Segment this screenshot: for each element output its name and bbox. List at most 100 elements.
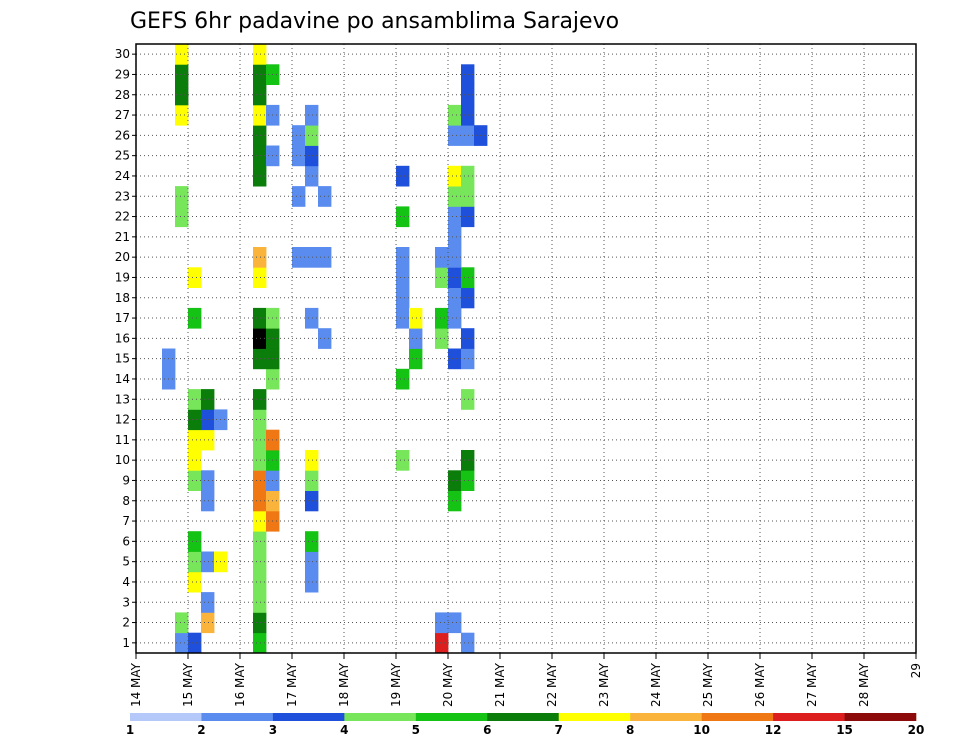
heat-cell	[461, 104, 475, 126]
heat-cell	[435, 632, 449, 654]
y-tick-label: 13	[115, 392, 130, 406]
heat-cell	[396, 206, 410, 228]
heat-cell	[253, 104, 267, 126]
y-tick-label: 4	[122, 575, 130, 589]
heat-cell	[253, 44, 267, 65]
heat-cell	[396, 287, 410, 309]
y-tick-label: 24	[115, 169, 130, 183]
heat-cell	[201, 551, 215, 573]
y-tick-label: 6	[122, 534, 130, 548]
heat-cell	[201, 409, 215, 431]
heat-cell	[305, 490, 319, 512]
heat-cell	[461, 287, 475, 309]
colorbar-segment	[558, 713, 631, 721]
y-tick-label: 27	[115, 108, 130, 122]
heat-cell	[253, 165, 267, 187]
heat-cell	[435, 328, 449, 349]
heat-cell	[253, 571, 267, 593]
heat-cell	[188, 409, 202, 431]
heat-cell	[305, 247, 319, 268]
heat-cell	[461, 348, 475, 370]
y-tick-label: 20	[115, 250, 130, 264]
heat-cell	[253, 490, 267, 512]
heat-cell	[253, 551, 267, 573]
heat-cell	[396, 307, 410, 329]
heat-cell	[201, 592, 215, 613]
colorbar-segment	[773, 713, 845, 721]
y-tick-label: 9	[122, 473, 130, 487]
y-tick-label: 18	[115, 291, 130, 305]
colorbar-tick-label: 15	[836, 723, 853, 737]
x-axis-ticks: 14 MAY 15 MAY 16 MAY 17 MAY 18 MAY 19 MAY 20 M…	[129, 653, 923, 707]
x-tick-label: 16 MAY	[233, 662, 247, 707]
y-tick-label: 11	[115, 433, 130, 447]
heat-cell	[188, 470, 202, 491]
heat-cell	[305, 531, 319, 552]
heat-cell	[292, 145, 306, 167]
x-tick-label: 28 MAY	[857, 662, 871, 707]
heat-cell	[253, 328, 267, 349]
heat-cell	[253, 125, 267, 146]
x-tick-label: 20 MAY	[441, 662, 455, 707]
heat-cell	[448, 307, 462, 329]
y-tick-label: 8	[122, 494, 130, 508]
colorbar-segment	[272, 713, 345, 721]
heat-cell	[435, 267, 449, 288]
heat-cell	[292, 125, 306, 146]
heat-cell	[461, 165, 475, 187]
y-tick-label: 16	[115, 331, 130, 345]
y-tick-label: 21	[115, 230, 130, 244]
heat-cell	[201, 389, 215, 410]
colorbar-tick-label: 12	[765, 723, 782, 737]
y-tick-label: 29	[115, 67, 130, 81]
heat-cell	[448, 490, 462, 512]
chart-title: GEFS 6hr padavine po ansamblima Sarajevo	[130, 9, 619, 34]
heat-cell	[461, 632, 475, 654]
heat-cell	[188, 571, 202, 593]
colorbar-tick-label: 2	[197, 723, 205, 737]
heat-cell	[201, 470, 215, 491]
heat-cell	[253, 632, 267, 654]
colorbar-tick-label: 10	[693, 723, 710, 737]
heat-cell	[461, 267, 475, 288]
heat-cell	[188, 450, 202, 471]
heat-cell	[175, 186, 189, 207]
heat-cell	[188, 267, 202, 288]
heat-cell	[409, 307, 423, 329]
x-tick-label: 18 MAY	[337, 662, 351, 707]
heat-cell	[201, 490, 215, 512]
heat-cell	[461, 206, 475, 228]
heat-cell	[253, 470, 267, 491]
colorbar-tick-label: 8	[626, 723, 634, 737]
heat-cell	[305, 125, 319, 146]
colorbar-tick-label: 6	[483, 723, 491, 737]
heat-cell	[201, 612, 215, 634]
x-tick-label: 14 MAY	[129, 662, 143, 707]
heat-cell	[188, 307, 202, 329]
heat-cell	[175, 206, 189, 228]
heat-cell	[396, 165, 410, 187]
plot-frame	[135, 43, 917, 654]
colorbar-tick-label: 7	[555, 723, 563, 737]
heat-cell	[448, 186, 462, 207]
heat-cell	[396, 267, 410, 288]
heat-cell	[305, 165, 319, 187]
heat-cell	[175, 612, 189, 634]
heat-cell	[435, 307, 449, 329]
y-tick-label: 10	[115, 453, 130, 467]
heat-cell	[305, 145, 319, 167]
colorbar-tick-label: 5	[412, 723, 420, 737]
heat-cell	[253, 612, 267, 634]
heat-cell	[409, 328, 423, 349]
heat-cell	[461, 64, 475, 85]
heat-cell	[253, 307, 267, 329]
heat-cell	[461, 186, 475, 207]
heat-cell	[188, 429, 202, 451]
x-tick-label: 29	[909, 663, 923, 678]
gridlines	[136, 44, 916, 653]
heat-cell	[461, 470, 475, 491]
heat-cell	[175, 44, 189, 65]
heat-cell	[175, 64, 189, 85]
heat-cell	[253, 64, 267, 85]
y-tick-label: 30	[115, 47, 130, 61]
